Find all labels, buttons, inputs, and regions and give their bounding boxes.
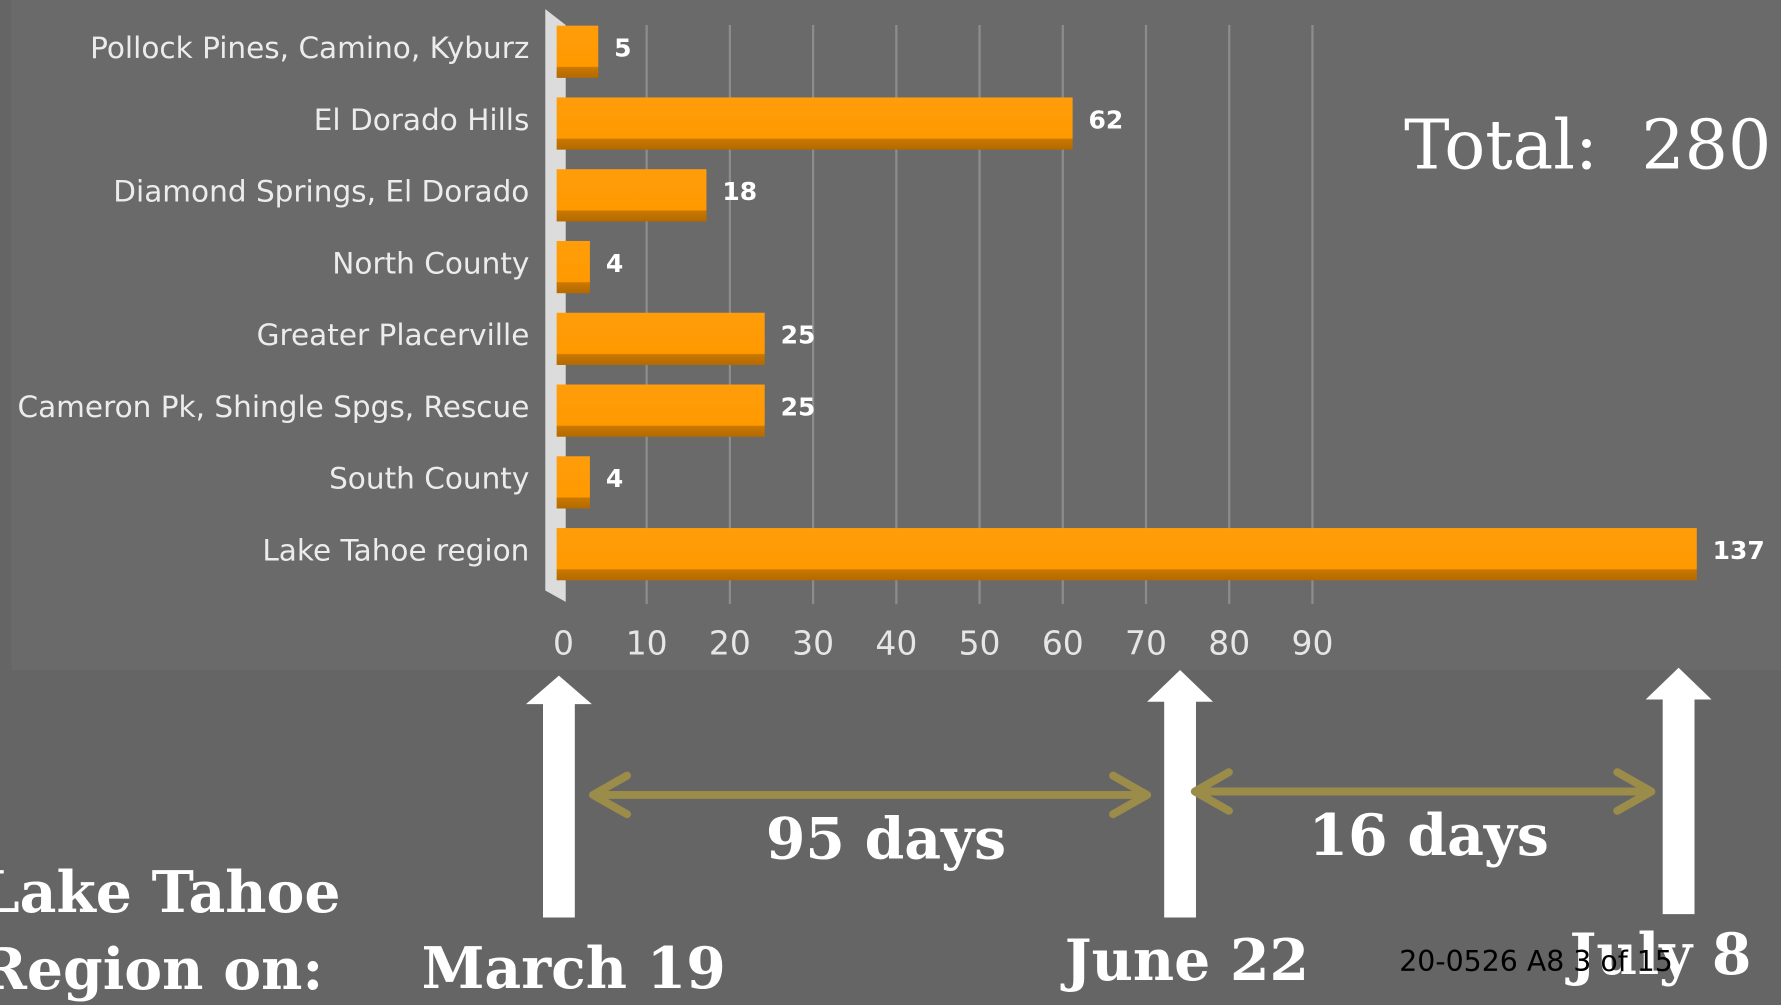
x-tick-label: 0 (553, 624, 574, 663)
arrows (525, 667, 1712, 918)
interval-arrow (588, 771, 1152, 819)
date-label: July 8 (1564, 922, 1751, 988)
x-tick-label: 30 (792, 624, 834, 663)
y-tick-label: Cameron Pk, Shingle Spgs, Rescue (17, 390, 529, 424)
bar (556, 528, 1697, 581)
value-label: 25 (781, 321, 816, 350)
bar (556, 384, 765, 437)
x-tick-label: 50 (959, 624, 1001, 663)
y-tick-label: Greater Placerville (257, 318, 530, 352)
interval-arrows (588, 768, 1656, 819)
bar (556, 25, 599, 78)
y-tick-label: North County (332, 246, 529, 280)
interval-label: 16 days (1309, 803, 1549, 869)
x-tick-label: 20 (709, 624, 751, 663)
bar (556, 312, 765, 365)
x-tick-label: 90 (1292, 624, 1334, 663)
x-tick-label: 70 (1125, 624, 1167, 663)
arrow (1645, 667, 1712, 915)
value-label: 137 (1713, 536, 1765, 565)
x-tick-label: 80 (1208, 624, 1250, 663)
x-tick-label: 40 (875, 624, 917, 663)
bars: 5 62 18 4 25 25 4 137 (556, 25, 1765, 581)
bar (556, 97, 1073, 150)
value-label: 25 (781, 392, 816, 421)
side-label: Lake Tahoe (0, 860, 341, 926)
y-tick-label: South County (329, 462, 529, 496)
bar (556, 169, 707, 222)
date-label: March 19 (422, 936, 726, 1002)
axis-wall (545, 9, 566, 602)
y-tick-label: Pollock Pines, Camino, Kyburz (90, 31, 529, 65)
value-label: 4 (606, 464, 623, 493)
y-tick-label: Lake Tahoe region (262, 533, 529, 567)
value-label: 4 (606, 249, 623, 278)
bar (556, 456, 590, 509)
value-label: 18 (722, 177, 757, 206)
arrow (525, 675, 592, 918)
x-tick-label: 10 (626, 624, 668, 663)
bar (556, 240, 590, 294)
value-label: 5 (614, 34, 631, 63)
arrow (1147, 670, 1214, 918)
date-label: June 22 (1060, 928, 1309, 994)
y-tick-label: Diamond Springs, El Dorado (113, 175, 529, 209)
y-tick-label: El Dorado Hills (314, 103, 530, 137)
footer: 20-0526 A8 3 of 15 (1399, 945, 1673, 978)
value-label: 62 (1089, 105, 1124, 134)
total: Total: 280 (1404, 107, 1771, 186)
interval-arrow (1190, 768, 1656, 815)
side-label: Region on: (0, 937, 323, 1003)
interval-label: 95 days (766, 806, 1006, 872)
x-tick-label: 60 (1042, 624, 1084, 663)
